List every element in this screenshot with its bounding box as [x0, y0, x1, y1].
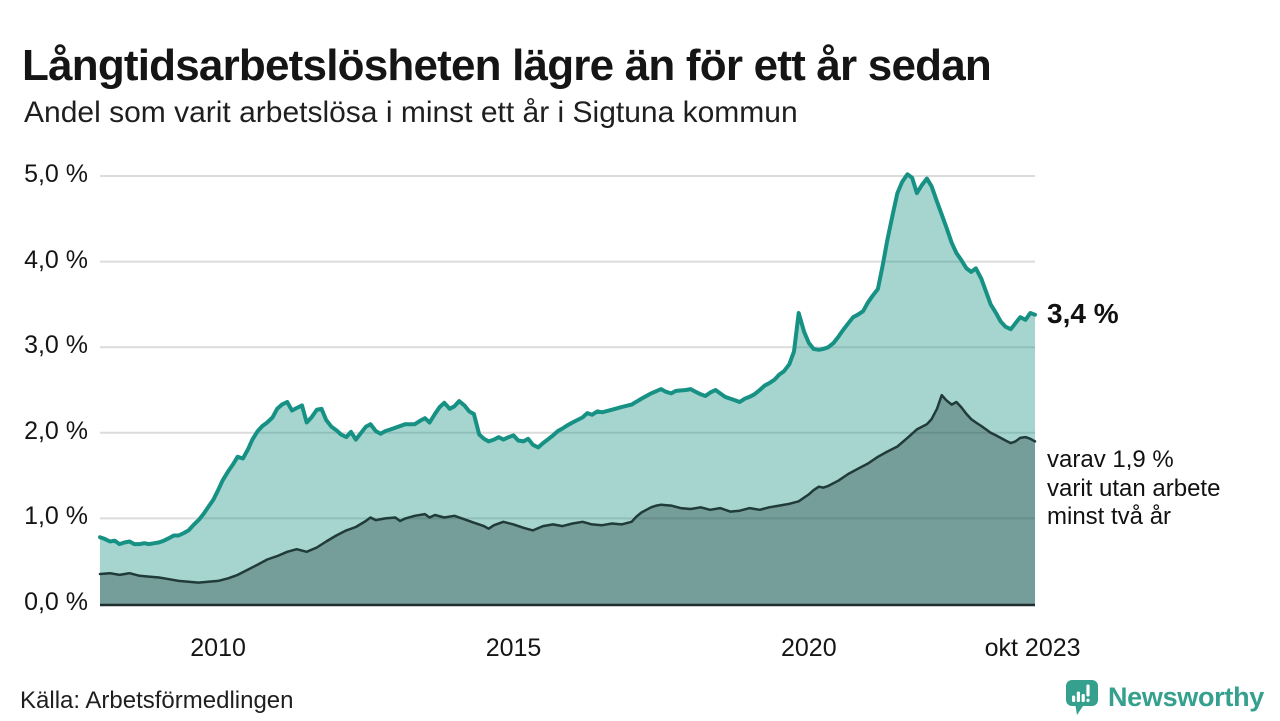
chart-subtitle: Andel som varit arbetslösa i minst ett å…	[24, 96, 798, 129]
y-axis-tick-label: 2,0 %	[24, 416, 88, 445]
y-axis-tick-label: 4,0 %	[24, 245, 88, 274]
x-axis-tick-label: 2015	[485, 634, 542, 662]
secondary-annotation-line: varit utan arbete	[1047, 474, 1221, 502]
area-fill	[100, 174, 1035, 605]
y-axis-labels: 0,0 % 1,0 % 2,0 % 3,0 % 4,0 % 5,0 %	[0, 0, 100, 720]
latest-value-label: 3,4 %	[1047, 297, 1119, 329]
y-axis-tick-label: 1,0 %	[24, 502, 88, 531]
y-axis-tick-label: 0,0 %	[24, 588, 88, 616]
secondary-annotation: varav 1,9 % varit utan arbete minst två …	[1047, 446, 1220, 531]
secondary-annotation-line: minst två år	[1047, 502, 1172, 530]
newsworthy-icon	[1064, 678, 1100, 716]
y-axis-tick-label: 5,0 %	[24, 160, 88, 188]
area-line	[98, 393, 1037, 584]
brand-logo: Newsworthy	[1064, 678, 1264, 716]
y-axis-tick-label: 3,0 %	[24, 331, 88, 360]
x-axis-tick-label: okt 2023	[984, 634, 1081, 662]
secondary-annotation-line: varav 1,9 %	[1047, 446, 1174, 474]
brand-name: Newsworthy	[1107, 681, 1264, 712]
area-line	[98, 172, 1037, 547]
area-fill	[100, 395, 1035, 604]
source-note: Källa: Arbetsförmedlingen	[20, 687, 294, 714]
x-axis-tick-label: 2020	[780, 634, 837, 662]
x-axis-tick-label: 2010	[190, 634, 246, 662]
x-axis-labels: 2010 2015 2020 okt 2023	[0, 634, 1280, 668]
page-title: Långtidsarbetslösheten lägre än för ett …	[22, 41, 992, 91]
